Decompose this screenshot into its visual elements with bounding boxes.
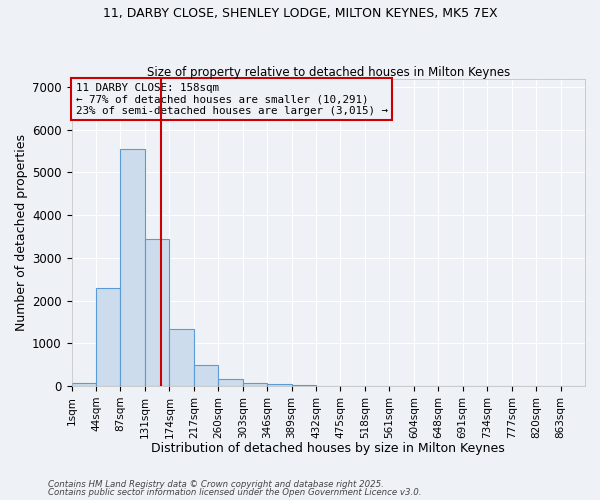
Bar [71, 383, 96, 386]
Bar [96, 288, 121, 386]
Text: 11, DARBY CLOSE, SHENLEY LODGE, MILTON KEYNES, MK5 7EX: 11, DARBY CLOSE, SHENLEY LODGE, MILTON K… [103, 8, 497, 20]
Bar [194, 365, 218, 386]
Bar [145, 238, 169, 386]
Bar [267, 384, 292, 386]
Text: Contains HM Land Registry data © Crown copyright and database right 2025.: Contains HM Land Registry data © Crown c… [48, 480, 384, 489]
Bar [218, 378, 242, 386]
Text: Contains public sector information licensed under the Open Government Licence v3: Contains public sector information licen… [48, 488, 421, 497]
Bar [292, 385, 316, 386]
Bar [169, 329, 194, 386]
Title: Size of property relative to detached houses in Milton Keynes: Size of property relative to detached ho… [146, 66, 510, 78]
Y-axis label: Number of detached properties: Number of detached properties [15, 134, 28, 330]
Bar [121, 149, 145, 386]
Text: 11 DARBY CLOSE: 158sqm
← 77% of detached houses are smaller (10,291)
23% of semi: 11 DARBY CLOSE: 158sqm ← 77% of detached… [76, 82, 388, 116]
X-axis label: Distribution of detached houses by size in Milton Keynes: Distribution of detached houses by size … [151, 442, 505, 455]
Bar [242, 382, 267, 386]
